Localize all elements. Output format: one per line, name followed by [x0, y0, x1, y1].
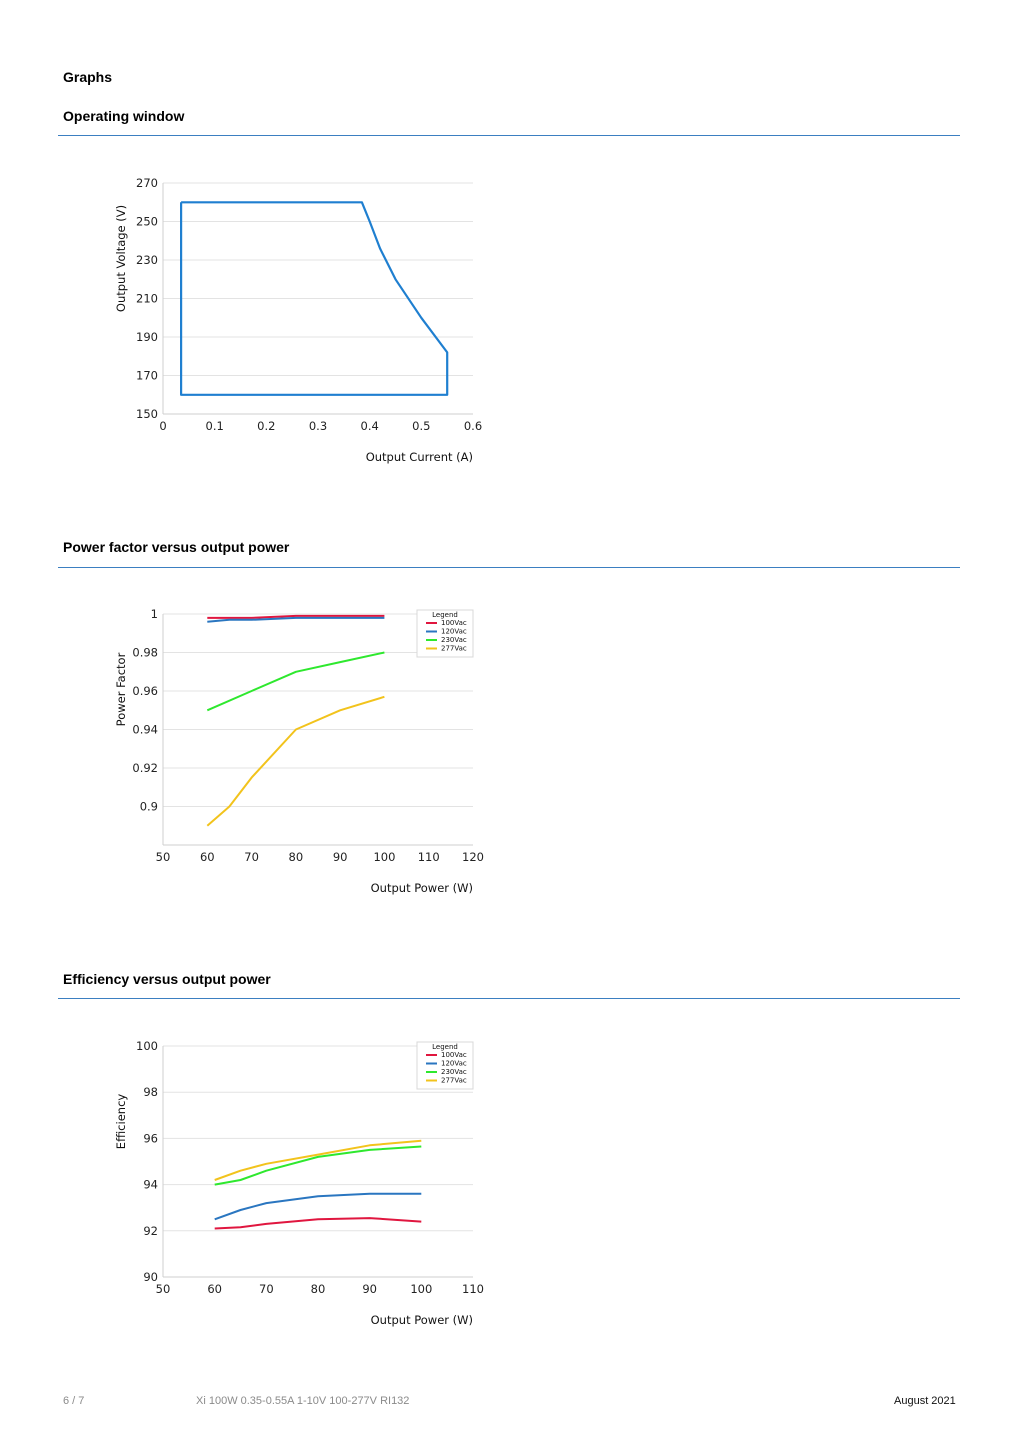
y-tick-label: 0.94 [132, 723, 158, 737]
y-tick-label: 98 [143, 1085, 158, 1099]
y-tick-label: 0.96 [132, 684, 158, 698]
legend-label: 100Vac [441, 1051, 467, 1059]
y-tick-label: 94 [143, 1178, 158, 1192]
x-tick-label: 100 [410, 1282, 432, 1296]
y-tick-label: 210 [136, 292, 158, 306]
y-axis-label: Efficiency [114, 1094, 128, 1150]
operating-window-line [179, 201, 449, 396]
x-tick-label: 60 [207, 1282, 222, 1296]
page-number: 6 / 7 [63, 1395, 85, 1407]
legend-title: Legend [432, 1043, 458, 1051]
y-tick-label: 92 [143, 1224, 158, 1238]
x-axis-label: Output Current (A) [366, 450, 473, 464]
x-tick-label: 0.5 [412, 419, 430, 433]
legend-label: 277Vac [441, 1077, 467, 1085]
publication-date: August 2021 [894, 1395, 956, 1407]
page-heading: Graphs [63, 69, 113, 85]
y-tick-label: 230 [136, 253, 158, 267]
x-axis-label: Output Power (W) [371, 881, 473, 895]
series-line-277Vac [214, 1139, 422, 1181]
product-name: Xi 100W 0.35-0.55A 1-10V 100-277V RI132 [196, 1395, 410, 1407]
y-axis-label: Power Factor [114, 652, 128, 726]
series-line-277Vac [206, 695, 385, 827]
x-tick-label: 0.1 [206, 419, 224, 433]
legend-label: 120Vac [441, 1060, 467, 1068]
x-tick-label: 80 [311, 1282, 326, 1296]
x-tick-label: 0 [159, 419, 166, 433]
section-title-efficiency: Efficiency versus output power [63, 971, 271, 987]
y-axis-label: Output Voltage (V) [114, 205, 128, 312]
series-line-120Vac [214, 1192, 422, 1221]
x-tick-label: 0.6 [464, 419, 482, 433]
legend-label: 230Vac [441, 1068, 467, 1076]
y-tick-label: 0.98 [132, 646, 158, 660]
x-tick-label: 100 [373, 850, 395, 864]
y-tick-label: 270 [136, 176, 158, 190]
series-line-100Vac [214, 1217, 422, 1230]
section-divider [58, 567, 960, 568]
y-tick-label: 0.92 [132, 761, 158, 775]
section-title-power-factor: Power factor versus output power [63, 539, 290, 555]
x-tick-label: 110 [418, 850, 440, 864]
x-tick-label: 120 [462, 850, 484, 864]
operating-window-chart: 150 170 190 210 230 250 270 0 0.1 0.2 0.3 0.4 0.5 0.6… [114, 176, 482, 464]
y-tick-label: 90 [143, 1270, 158, 1284]
y-tick-label: 0.9 [140, 800, 158, 814]
section-divider [58, 135, 960, 136]
x-axis-label: Output Power (W) [371, 1313, 473, 1327]
x-tick-label: 50 [156, 850, 171, 864]
x-tick-label: 90 [333, 850, 348, 864]
x-tick-label: 80 [289, 850, 304, 864]
series-line-230Vac [214, 1145, 422, 1186]
legend-label: 120Vac [441, 628, 467, 636]
y-tick-label: 96 [143, 1131, 158, 1145]
series-line-100Vac [207, 614, 385, 619]
x-tick-label: 70 [259, 1282, 274, 1296]
y-tick-label: 190 [136, 330, 158, 344]
section-divider [58, 998, 960, 999]
power-factor-chart: 0.9 0.92 0.94 0.96 0.98 1 50 60 70 80 90 100 110 120 O… [114, 607, 484, 895]
legend-label: 277Vac [441, 645, 467, 653]
x-tick-label: 110 [462, 1282, 484, 1296]
y-tick-label: 150 [136, 407, 158, 421]
y-tick-label: 250 [136, 215, 158, 229]
y-tick-label: 100 [136, 1039, 158, 1053]
x-tick-label: 70 [244, 850, 259, 864]
x-tick-label: 50 [156, 1282, 171, 1296]
series-line-120Vac [207, 616, 385, 623]
x-tick-label: 60 [200, 850, 215, 864]
x-tick-label: 90 [362, 1282, 377, 1296]
x-tick-label: 0.3 [309, 419, 327, 433]
section-title-operating-window: Operating window [63, 108, 185, 124]
y-tick-label: 1 [151, 607, 158, 621]
series-line-230Vac [206, 651, 385, 712]
x-tick-label: 0.2 [257, 419, 275, 433]
legend-title: Legend [432, 611, 458, 619]
legend-label: 230Vac [441, 636, 467, 644]
x-tick-label: 0.4 [361, 419, 379, 433]
y-tick-label: 170 [136, 369, 158, 383]
legend-label: 100Vac [441, 619, 467, 627]
efficiency-chart: 90 92 94 96 98 100 50 60 70 80 90 100 110 Output Powe… [114, 1039, 484, 1327]
